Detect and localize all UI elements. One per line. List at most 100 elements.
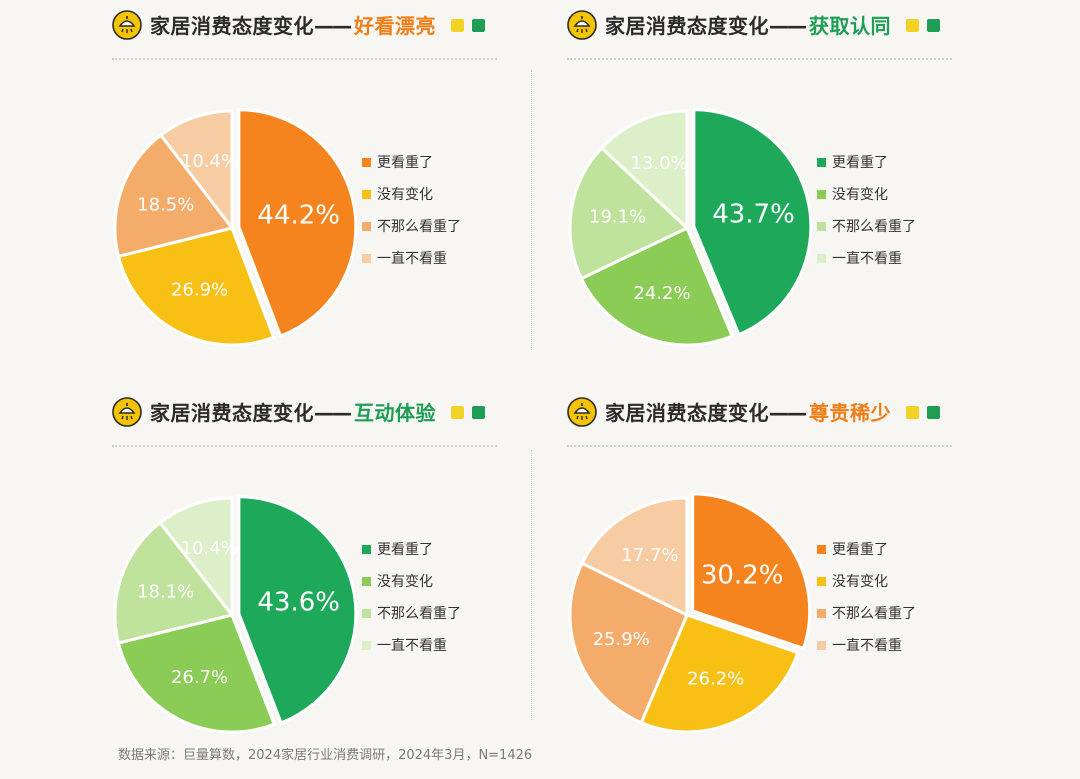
- title-prefix: 家居消费态度变化: [150, 14, 314, 38]
- pie-slice-label: 30.2%: [701, 560, 784, 590]
- pie-slice: [599, 109, 689, 232]
- legend: 更看重了没有变化不那么看重了一直不看重: [817, 153, 916, 281]
- pie-slice: [237, 108, 358, 338]
- legend-swatch-icon: [817, 544, 826, 554]
- panel-title: 家居消费态度变化—— 互动体验: [150, 401, 486, 425]
- legend-swatch-icon: [362, 253, 371, 263]
- pie-slice-label: 43.7%: [712, 200, 795, 230]
- column-divider: [531, 70, 532, 350]
- legend-label: 更看重了: [832, 155, 888, 171]
- legend-item: 不那么看重了: [817, 604, 916, 636]
- legend-swatch-icon: [817, 640, 826, 650]
- legend-label: 没有变化: [377, 187, 433, 203]
- pie-slice-label: 18.5%: [137, 194, 194, 215]
- lamp-icon: [567, 397, 597, 427]
- panel-title: 家居消费态度变化—— 尊贵稀少: [605, 401, 941, 425]
- pie-chart: 43.6% 26.7% 18.1% 10.4%: [113, 495, 358, 734]
- panel-title: 家居消费态度变化—— 好看漂亮: [150, 14, 486, 38]
- pie-slice-label: 26.7%: [171, 667, 228, 688]
- pie-slice-label: 24.2%: [633, 283, 690, 304]
- legend-item: 更看重了: [362, 540, 461, 572]
- legend-label: 不那么看重了: [832, 606, 916, 622]
- pie-slice: [113, 520, 235, 645]
- legend-item: 更看重了: [362, 153, 461, 185]
- title-dash: ——: [314, 14, 352, 38]
- pie-slice: [113, 132, 235, 259]
- legend-label: 不那么看重了: [377, 219, 461, 235]
- panel-header: 家居消费态度变化—— 好看漂亮: [112, 8, 552, 48]
- lamp-icon: [112, 10, 142, 40]
- yellow-square-icon: [906, 19, 920, 32]
- green-square-icon: [472, 406, 486, 419]
- legend-item: 更看重了: [817, 540, 916, 572]
- pie-slice: [116, 226, 276, 347]
- pie-slice-label: 10.4%: [181, 538, 238, 559]
- legend-swatch-icon: [817, 189, 826, 199]
- pie-slice-label: 25.9%: [593, 629, 650, 650]
- legend-swatch-icon: [817, 608, 826, 618]
- chart-panel-1: 家居消费态度变化—— 好看漂亮 44.2% 26.9% 18.5% 10.4% 更看重了…: [112, 8, 592, 368]
- legend-swatch-icon: [362, 640, 371, 650]
- legend-item: 没有变化: [362, 185, 461, 217]
- legend: 更看重了 没有变化 不那么看重了 一直不看重: [817, 540, 916, 668]
- pie-chart: 30.2% 26.2% 25.9% 17.7%: [568, 492, 812, 734]
- pie-slice-label: 19.1%: [589, 207, 646, 228]
- chart-panel-3: 家居消费态度变化—— 互动体验 43.6% 26.7% 18.1% 10.4% 更看重了…: [112, 395, 592, 755]
- pie-slice: [116, 613, 277, 734]
- panel-header: 家居消费态度变化—— 尊贵稀少: [567, 395, 1007, 435]
- legend-label: 一直不看重: [832, 638, 902, 654]
- title-dash: ——: [769, 401, 807, 425]
- legend-label: 更看重了: [832, 542, 888, 558]
- title-prefix: 家居消费态度变化: [605, 401, 769, 425]
- yellow-square-icon: [451, 406, 465, 419]
- pie-chart: 44.2% 26.9% 18.5% 10.4%: [113, 108, 358, 347]
- legend-label: 不那么看重了: [832, 219, 916, 235]
- pie-slice: [568, 145, 690, 281]
- legend-label: 没有变化: [832, 187, 888, 203]
- dotted-separator: [567, 58, 952, 60]
- legend-label: 没有变化: [377, 574, 433, 590]
- pie-slice: [579, 225, 735, 347]
- title-dash: ——: [314, 401, 352, 425]
- yellow-square-icon: [906, 406, 920, 419]
- legend-item: 一直不看重: [817, 249, 916, 281]
- legend-label: 一直不看重: [377, 251, 447, 267]
- legend-item: 没有变化: [362, 572, 461, 604]
- panel-header: 家居消费态度变化—— 互动体验: [112, 395, 552, 435]
- pie-slice: [691, 492, 812, 651]
- legend-swatch-icon: [362, 544, 371, 554]
- pie-slice-label: 17.7%: [621, 545, 678, 566]
- legend-label: 一直不看重: [377, 638, 447, 654]
- column-divider: [531, 450, 532, 720]
- legend-swatch-icon: [817, 157, 826, 167]
- pie-slice: [568, 561, 689, 725]
- green-square-icon: [472, 19, 486, 32]
- legend-item: 一直不看重: [362, 249, 461, 281]
- pie-slice: [580, 496, 689, 618]
- pie-slice-label: 13.0%: [631, 153, 688, 174]
- title-prefix: 家居消费态度变化: [150, 401, 314, 425]
- pie-slice: [639, 613, 800, 734]
- chart-panel-4: 家居消费态度变化—— 尊贵稀少 30.2% 26.2% 25.9% 17.7% 更看重了…: [567, 395, 1047, 755]
- dotted-separator: [567, 445, 952, 447]
- pie-slice-label: 44.2%: [257, 201, 340, 231]
- legend-swatch-icon: [362, 221, 371, 231]
- legend-item: 不那么看重了: [362, 217, 461, 249]
- legend-swatch-icon: [817, 576, 826, 586]
- lamp-icon: [112, 397, 142, 427]
- title-topic: 获取认同: [809, 14, 891, 38]
- chart-panel-2: 家居消费态度变化—— 获取认同 43.7% 24.2% 19.1% 13.0% 更看重了…: [567, 8, 1047, 368]
- legend-label: 不那么看重了: [377, 606, 461, 622]
- pie-slice-label: 26.9%: [171, 280, 228, 301]
- panel-header: 家居消费态度变化—— 获取认同: [567, 8, 1007, 48]
- title-topic: 尊贵稀少: [809, 401, 891, 425]
- legend-item: 更看重了: [817, 153, 916, 185]
- legend-swatch-icon: [362, 189, 371, 199]
- title-topic: 互动体验: [354, 401, 436, 425]
- pie-slice: [237, 495, 358, 725]
- lamp-icon: [567, 10, 597, 40]
- legend-swatch-icon: [362, 576, 371, 586]
- legend-item: 不那么看重了: [362, 604, 461, 636]
- legend-item: 一直不看重: [362, 636, 461, 668]
- title-dash: ——: [769, 14, 807, 38]
